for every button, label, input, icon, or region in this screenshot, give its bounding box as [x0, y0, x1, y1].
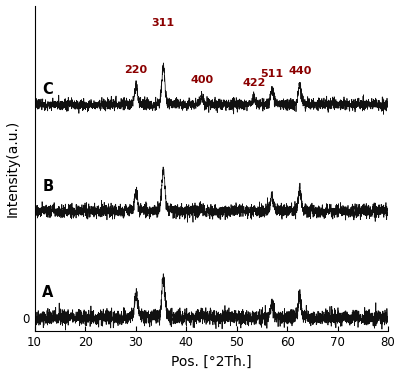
Text: 511: 511 — [260, 70, 284, 79]
Text: B: B — [42, 179, 53, 194]
Text: 311: 311 — [152, 18, 175, 28]
X-axis label: Pos. [°2Th.]: Pos. [°2Th.] — [171, 355, 252, 368]
Text: A: A — [42, 285, 53, 300]
Text: 400: 400 — [190, 76, 213, 86]
Y-axis label: Intensity(a.u.): Intensity(a.u.) — [6, 120, 20, 217]
Text: 220: 220 — [125, 65, 148, 75]
Text: 422: 422 — [242, 78, 265, 88]
Text: 440: 440 — [288, 65, 312, 76]
Text: C: C — [42, 82, 53, 97]
